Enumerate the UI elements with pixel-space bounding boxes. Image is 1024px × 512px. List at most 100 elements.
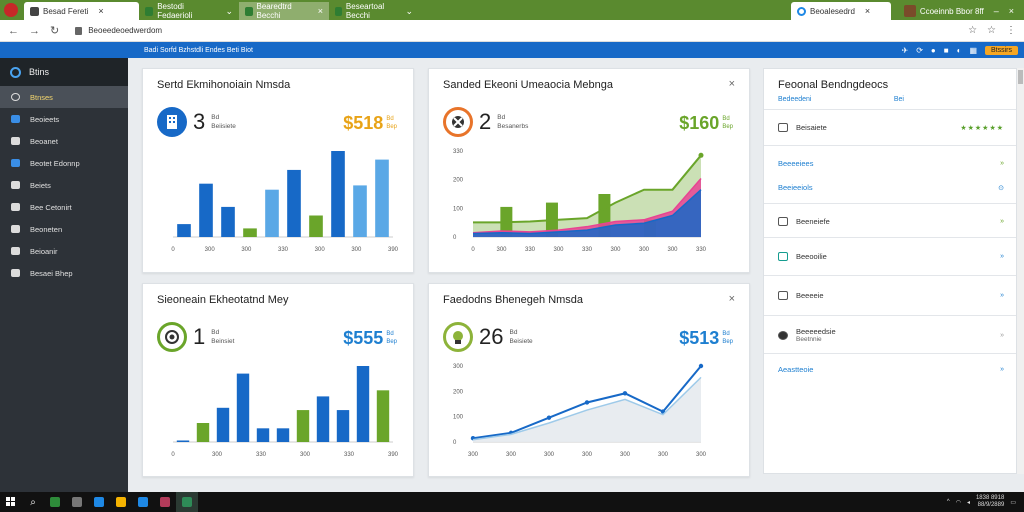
chevron-up-icon[interactable]: ^ (946, 499, 950, 505)
app-icon (50, 497, 60, 507)
chevron-down-icon[interactable]: ⌄ (405, 5, 413, 16)
panel-row-9[interactable]: Aeastteoie » (778, 365, 1004, 374)
star-icon[interactable]: ☆ (987, 25, 996, 36)
back-icon[interactable]: ← (8, 24, 19, 37)
windows-icon (6, 497, 15, 506)
volume-icon[interactable]: ◂ (966, 499, 970, 506)
scrollbar[interactable] (1017, 68, 1024, 474)
sidebar-item-7[interactable]: Beoneten (0, 218, 128, 240)
building-icon (157, 107, 187, 137)
notification-icon[interactable]: ▭ (1010, 499, 1016, 506)
bar-chart-3: 0 300 330 300 330 390 (171, 366, 399, 458)
minimize-icon[interactable]: – (993, 6, 999, 16)
taskbar-app-1[interactable] (44, 492, 66, 512)
chat-icon[interactable]: ● (930, 45, 936, 55)
wifi-icon[interactable]: ◠ (955, 499, 961, 506)
reload-icon[interactable]: ↻ (50, 25, 60, 37)
grid-icon[interactable]: ▦ (969, 45, 977, 55)
taskbar-app-4[interactable] (110, 492, 132, 512)
browser-tab-1[interactable]: Besad Fereti × (24, 2, 139, 20)
sidebar-item-2[interactable]: Beoieets (0, 108, 128, 130)
sidebar-item-label: Beoieets (30, 114, 60, 124)
forward-icon[interactable]: → (29, 24, 40, 37)
bar (177, 224, 191, 237)
sidebar-item-3[interactable]: Beoanet (0, 130, 128, 152)
panel-row-3[interactable]: Beeieeiols ⊙ (778, 183, 1004, 192)
bar (236, 373, 250, 442)
panel-row-7[interactable]: Beeeeedsie Beetnnie » (778, 327, 1004, 343)
taskbar-app-2[interactable] (66, 492, 88, 512)
browser-tab-2[interactable]: Bestodi Fedaerioli ⌄ (139, 2, 239, 20)
panel-subtitle-2[interactable]: Bei (893, 96, 904, 103)
card-sub2: Besanerbs (497, 123, 529, 130)
x-tick-label: 300 (205, 247, 216, 253)
sidebar-item-6[interactable]: Bee Cetonirt (0, 196, 128, 218)
taskbar-app-7[interactable] (176, 492, 198, 512)
info-icon[interactable]: ◐ (956, 45, 962, 55)
document-icon (11, 137, 20, 145)
close-tab-icon[interactable]: × (864, 6, 871, 16)
bar (331, 151, 345, 237)
share-icon[interactable]: ✈ (901, 45, 909, 55)
stat-card-2: Sanded Ekeoni Umeaocia Mebnga × 2 Bd Besa… (428, 68, 750, 273)
x-tick-label: 390 (388, 247, 399, 253)
divider (764, 237, 1016, 238)
sidebar-item-label: Beiets (30, 180, 51, 190)
panel-row-6[interactable]: Beeeeie » (778, 291, 1004, 300)
app-logo-icon (10, 66, 21, 78)
tab-label: Bestodi Fedaerioli (157, 2, 193, 20)
browser-tab-right[interactable]: Beoalesedrd × (791, 2, 891, 20)
sync-icon[interactable]: ⟳ (916, 45, 923, 55)
close-tab-icon[interactable]: × (98, 6, 104, 16)
star-icon[interactable]: ☆ (968, 25, 978, 36)
clock-date: 88/9/2889 (977, 502, 1005, 508)
chevron-down-icon[interactable]: ⌄ (225, 5, 233, 16)
close-icon[interactable]: × (728, 78, 735, 90)
profile-chip[interactable]: Ccoeinnb Bbor 8ff (903, 5, 984, 17)
chevron-right-icon: » (1000, 253, 1004, 260)
close-icon[interactable]: × (728, 293, 735, 305)
settings-icon[interactable]: ■ (943, 45, 949, 55)
taskbar-app-6[interactable] (154, 492, 176, 512)
divider (764, 353, 1016, 354)
panel-row-5[interactable]: Beeooilie » (778, 252, 1004, 261)
card-amount-sub2: Bep (386, 339, 397, 345)
sidebar-header[interactable]: Btins (0, 58, 128, 86)
url-field[interactable]: Beoeedeoedwerdom (75, 26, 162, 35)
table-icon (11, 247, 20, 255)
settings-icon (157, 322, 187, 352)
chevron-right-icon: » (1000, 292, 1004, 299)
clock[interactable]: 1838 8918 88/9/2889 (976, 495, 1004, 509)
divider (764, 109, 1016, 110)
taskbar-app-5[interactable] (132, 492, 154, 512)
sidebar-item-5[interactable]: Beiets (0, 174, 128, 196)
start-button[interactable] (0, 492, 22, 512)
close-window-icon[interactable]: × (1008, 6, 1014, 16)
recommendations-panel: Feoonal Bendngdeocs Bedeedeni Bei Beisai… (763, 68, 1017, 474)
panel-subtitle[interactable]: Bedeedeni (778, 96, 812, 103)
card-sub1: Bd (509, 329, 518, 336)
shield-icon (182, 497, 192, 507)
scrollbar-thumb[interactable] (1018, 70, 1023, 84)
browser-tab-3[interactable]: Bearedtrd Becchi × (239, 2, 329, 20)
panel-row-2[interactable]: Beeeeiees » (778, 159, 1004, 168)
sidebar-item-9[interactable]: Besaei Bhep (0, 266, 128, 280)
taskbar-app-3[interactable] (88, 492, 110, 512)
card-count: 26 (479, 324, 504, 349)
browser-tab-4[interactable]: Beseartoal Becchi ⌄ (329, 2, 419, 20)
sidebar-item-4[interactable]: Beotet Edonnp (0, 152, 128, 174)
notification-banner: Badi Sorfd Bzhstdli Endes Beti Biot ✈ ⟳ … (0, 42, 1024, 58)
search-icon[interactable]: ⌕ (30, 496, 36, 508)
close-tab-icon[interactable]: × (317, 6, 323, 16)
menu-icon[interactable]: ⋮ (1006, 25, 1016, 36)
panel-row-4[interactable]: Beeneiefe » (778, 217, 1004, 226)
panel-row-1[interactable]: Beisaiete ★★★★★★ (778, 123, 1004, 132)
bar (256, 428, 270, 442)
card-amount-sub2: Bep (722, 339, 733, 345)
tab-favicon-icon (245, 6, 253, 16)
folder-icon (116, 497, 126, 507)
sidebar-item-8[interactable]: Beioanir (0, 240, 128, 262)
sidebar-item-1[interactable]: Btnses (0, 86, 128, 108)
card-amount: $160 Bd Bep (679, 113, 733, 134)
banner-button[interactable]: Btssirs (985, 45, 1018, 55)
